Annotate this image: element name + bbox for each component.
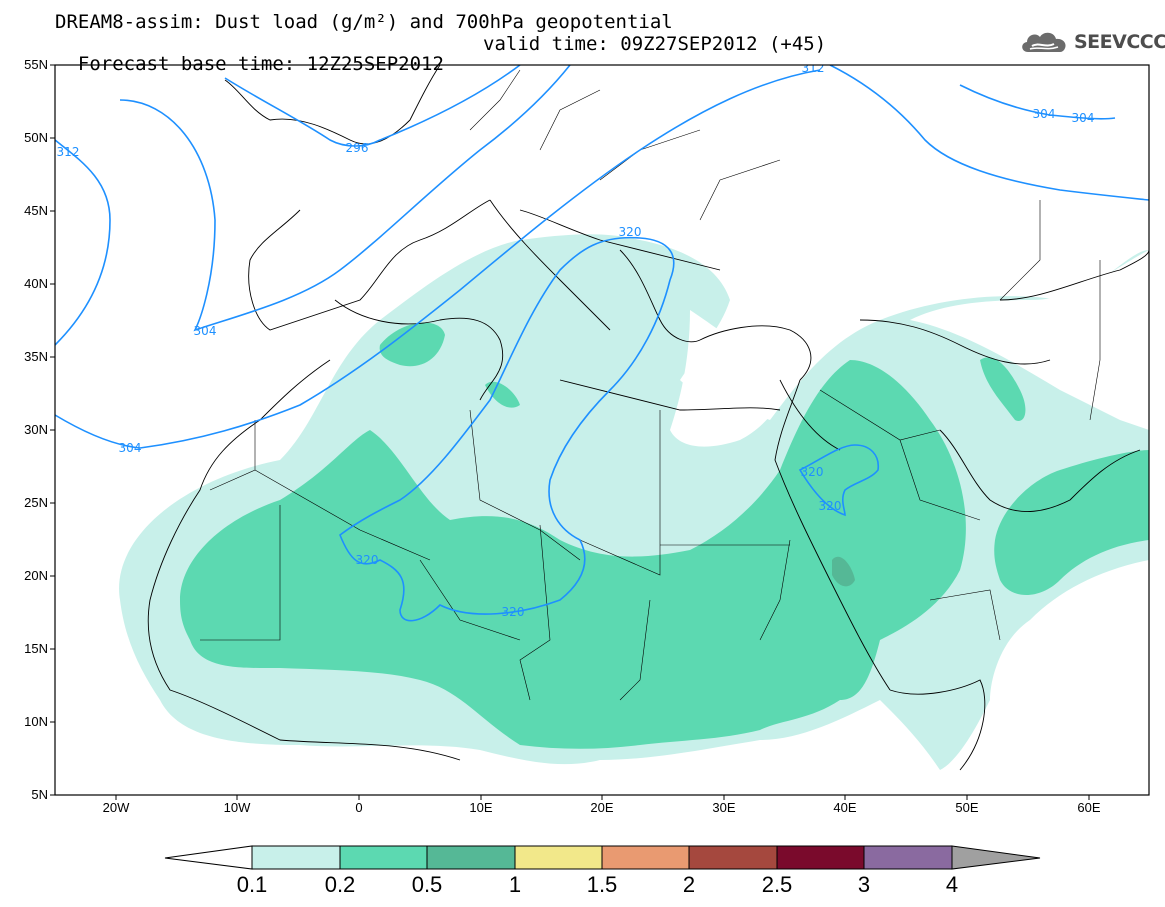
logo-text: SEEVCCC (1074, 31, 1165, 53)
contour-label: 304 (1072, 111, 1095, 125)
lat-label: 5N (31, 787, 48, 802)
colorbar-swatch (688, 845, 778, 870)
lon-label: 50E (955, 800, 979, 815)
contour-label: 296 (346, 141, 369, 155)
valid-time: valid time: 09Z27SEP2012 (+45) (483, 33, 827, 55)
dust-region-medium (379, 322, 445, 367)
lon-label: 30E (712, 800, 736, 815)
lon-label: 20W (102, 800, 130, 815)
contour-label: 312 (57, 145, 80, 159)
contour-label: 304 (194, 324, 217, 338)
contour-label: 304 (119, 441, 142, 455)
lat-label: 20N (24, 568, 48, 583)
lat-label: 35N (24, 349, 48, 364)
seevccc-logo: SEEVCCC (1018, 28, 1165, 56)
contour-label: 304 (1033, 107, 1056, 121)
contour-label: 312 (802, 61, 825, 75)
cloud-icon (1022, 32, 1066, 52)
colorbar-swatch (426, 845, 516, 870)
colorbar-over-arrow (951, 845, 1041, 870)
contour-label: 320 (502, 605, 525, 619)
lat-label: 30N (24, 422, 48, 437)
colorbar-label: 3 (857, 872, 871, 897)
contour-label: 320 (801, 465, 824, 479)
colorbar-label: 4 (945, 872, 959, 897)
colorbar-label: 0.2 (324, 872, 356, 897)
lat-label: 15N (24, 641, 48, 656)
colorbar (164, 845, 1041, 870)
lat-label: 40N (24, 276, 48, 291)
axis-ticks (50, 64, 1090, 800)
lat-label: 45N (24, 203, 48, 218)
lon-label: 40E (833, 800, 857, 815)
colorbar-label: 0.1 (236, 872, 268, 897)
colorbar-swatch (514, 845, 603, 870)
lon-label: 0 (355, 800, 363, 815)
lon-label: 20E (590, 800, 614, 815)
dust-region-medium (980, 357, 1026, 421)
colorbar-label: 2.5 (761, 872, 793, 897)
coastlines (147, 65, 1149, 771)
geopotential-contours (55, 65, 1149, 622)
colorbar-swatch (601, 845, 690, 870)
lat-label: 25N (24, 495, 48, 510)
colorbar-swatch (251, 845, 341, 870)
lon-label: 10E (469, 800, 493, 815)
colorbar-swatch (776, 845, 865, 870)
colorbar-label: 1.5 (586, 872, 618, 897)
lat-label: 10N (24, 714, 48, 729)
contour-label: 320 (356, 553, 379, 567)
dust-gap (670, 310, 790, 447)
map-subtitle: Forecast base time: 12Z25SEP2012 valid t… (55, 34, 826, 94)
country-borders (200, 69, 1101, 701)
lat-label: 55N (24, 57, 48, 72)
colorbar-swatch (339, 845, 428, 870)
lon-label: 60E (1077, 800, 1101, 815)
contour-label: 320 (619, 225, 642, 239)
dust-region-medium (485, 381, 520, 408)
contour-label: 320 (819, 499, 842, 513)
colorbar-label: 0.5 (411, 872, 443, 897)
colorbar-under-arrow (164, 845, 253, 870)
colorbar-swatch (863, 845, 953, 870)
dust-region-medium (994, 450, 1149, 595)
lat-label: 50N (24, 130, 48, 145)
lon-label: 10W (223, 800, 251, 815)
dust-region-dark (832, 556, 855, 587)
colorbar-label: 2 (682, 872, 696, 897)
colorbar-label: 1 (508, 872, 522, 897)
map-title: DREAM8-assim: Dust load (g/m²) and 700hP… (55, 11, 673, 33)
forecast-base-time: Forecast base time: 12Z25SEP2012 (77, 53, 444, 75)
dust-gap (910, 250, 1149, 430)
